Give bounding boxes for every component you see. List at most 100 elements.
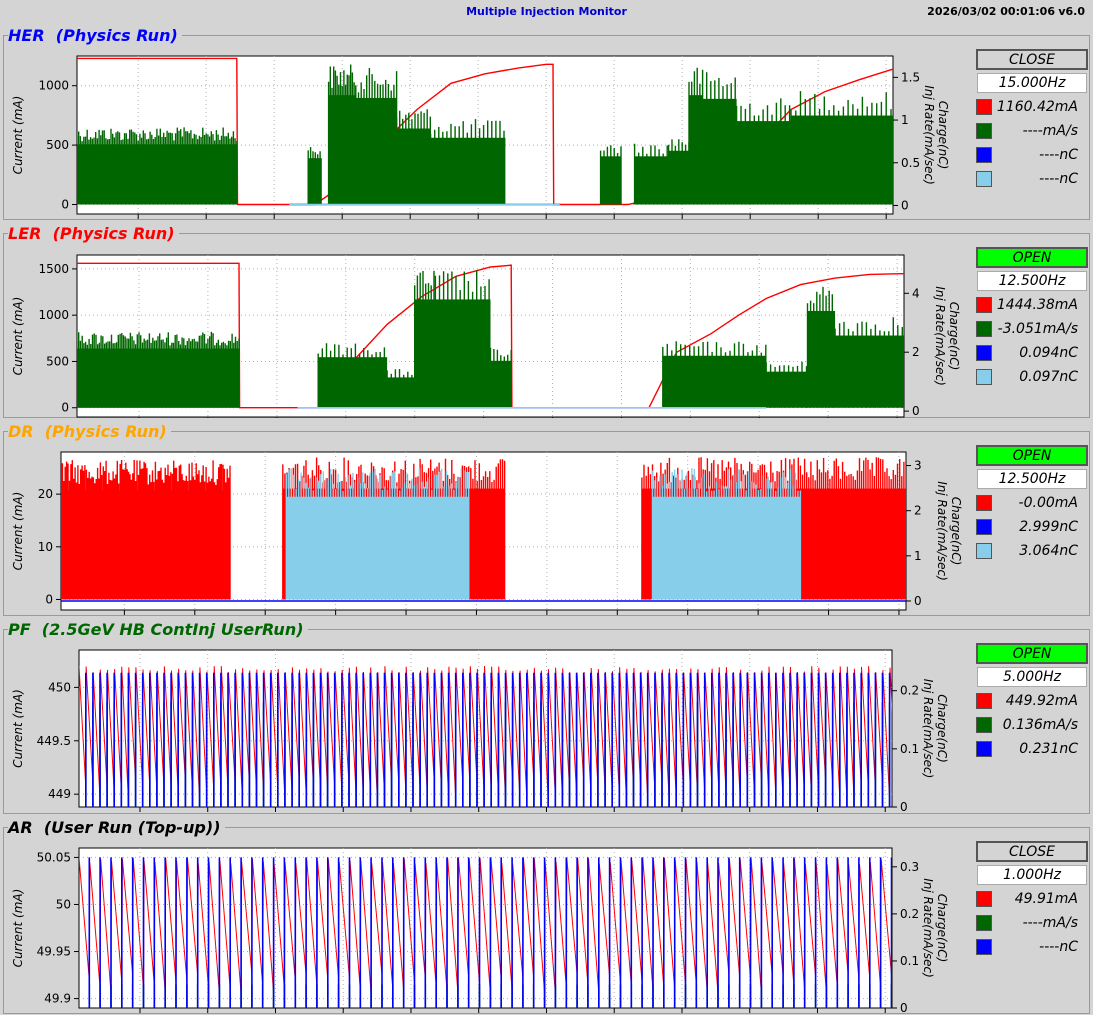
series-fill <box>652 496 801 600</box>
series-fill <box>430 137 506 205</box>
panel-title: AR (User Run (Top-up)) <box>8 817 221 837</box>
datetime-display: 2026/03/02 00:01:06 <box>927 5 1055 18</box>
status-toggle-button[interactable]: OPEN <box>976 643 1088 664</box>
legend-item: ----nC <box>974 937 1088 958</box>
legend-swatch <box>976 741 992 757</box>
legend-item: ----nC <box>974 145 1088 166</box>
panel-title-wrap: LER (Physics Run) <box>8 222 179 244</box>
y2-axis-title-line: Inj Rate(mA/sec) <box>935 481 949 581</box>
frequency-display: 12.500Hz <box>977 469 1087 489</box>
legend-item: 0.136mA/s <box>974 715 1088 736</box>
legend-value: 1160.42mA <box>996 99 1078 115</box>
legend-swatch <box>976 369 992 385</box>
y2-axis-title: Charge(nC)Inj Rate(mA/sec) <box>921 679 949 779</box>
legend-swatch <box>976 99 992 115</box>
legend-value: ----mA/s <box>1022 123 1078 139</box>
legend-item: 3.064nC <box>974 541 1088 562</box>
legend-item: 1160.42mA <box>974 97 1088 118</box>
panel-ler: LER (Physics Run) 22:20:0022:40:0023:00:0… <box>0 222 1093 418</box>
panel-title-wrap: AR (User Run (Top-up)) <box>8 816 225 838</box>
y2-axis-title-line: Charge(nC) <box>935 694 949 763</box>
legend-swatch <box>976 915 992 931</box>
series-spikes <box>85 672 891 807</box>
y2-axis-title-line: Inj Rate(mA/sec) <box>933 286 947 386</box>
y2-axis-title-line: Inj Rate(mA/sec) <box>922 85 936 185</box>
y-tick-label: 1000 <box>38 308 69 322</box>
series-fill <box>414 299 436 408</box>
title-rule <box>4 431 1089 432</box>
series-fill <box>286 496 470 600</box>
y2-tick-label: 0.5 <box>901 156 920 170</box>
series-fill <box>766 371 808 408</box>
legend-item: ----nC <box>974 169 1088 190</box>
series-fill <box>77 144 237 205</box>
legend-value: 0.094nC <box>1019 345 1078 361</box>
series-fill <box>396 128 431 205</box>
legend-value: 3.064nC <box>1019 543 1078 559</box>
legend-swatch <box>976 495 992 511</box>
chart-ler: 22:20:0022:40:0023:00:0023:20:0023:40:00… <box>11 254 961 418</box>
series-1 <box>77 64 893 205</box>
panel-title: PF (2.5GeV HB ContInj UserRun) <box>8 619 304 639</box>
series-fill <box>668 150 689 205</box>
legend-item: 49.91mA <box>974 889 1088 910</box>
top-bar: Multiple Injection Monitor 2026/03/02 00… <box>0 0 1093 24</box>
y2-tick-label: 0 <box>900 800 908 814</box>
status-toggle-button[interactable]: OPEN <box>976 445 1088 466</box>
legend-item: ----mA/s <box>974 913 1088 934</box>
status-toggle-button[interactable]: CLOSE <box>976 841 1088 862</box>
series-fill <box>634 156 669 205</box>
legend-item: 0.097nC <box>974 367 1088 388</box>
y-tick-label: 1500 <box>38 262 69 276</box>
series-fill <box>791 115 893 205</box>
series-fill <box>318 357 388 408</box>
panel-ar: AR (User Run (Top-up)) 22:20:0022:40:0023… <box>0 816 1093 1014</box>
series-fill <box>387 377 415 408</box>
legend-swatch <box>976 321 992 337</box>
y2-axis-title: Charge(nC)Inj Rate(mA/sec) <box>933 286 961 386</box>
panel-pf: PF (2.5GeV HB ContInj UserRun) 22:20:0022… <box>0 618 1093 814</box>
legend-swatch <box>976 891 992 907</box>
series-fill <box>662 355 767 408</box>
legend-swatch <box>976 297 992 313</box>
legend-value: -3.051mA/s <box>997 321 1078 337</box>
legend-value: ----nC <box>1039 147 1078 163</box>
y-tick-label: 49.9 <box>44 992 71 1006</box>
y2-tick-label: 3 <box>914 459 922 473</box>
legend-swatch <box>976 147 992 163</box>
y2-tick-label: 1 <box>901 113 909 127</box>
y-tick-label: 49.95 <box>37 945 71 959</box>
y-tick-label: 0 <box>61 401 69 415</box>
y-tick-label: 449 <box>48 787 71 801</box>
y2-tick-label: 2 <box>914 504 922 518</box>
y2-axis-title-line: Inj Rate(mA/sec) <box>921 679 935 779</box>
y2-tick-label: 1.5 <box>901 70 920 84</box>
status-toggle-button[interactable]: OPEN <box>976 247 1088 268</box>
y2-tick-label: 1 <box>914 549 922 563</box>
legend-item: -0.00mA <box>974 493 1088 514</box>
y2-tick-label: 0.2 <box>900 684 919 698</box>
series-2 <box>88 857 892 1008</box>
series-fill <box>77 348 239 408</box>
status-toggle-button[interactable]: CLOSE <box>976 49 1088 70</box>
y2-axis-title-line: Charge(nC) <box>949 497 963 566</box>
y-tick-label: 449.5 <box>37 734 71 748</box>
series-fill <box>328 95 356 205</box>
y-axis-title: Current (mA) <box>11 297 25 376</box>
y2-axis-title-line: Charge(nC) <box>935 894 949 963</box>
series-fill <box>61 490 230 600</box>
y-tick-label: 450 <box>48 680 71 694</box>
y-tick-label: 10 <box>38 540 53 554</box>
legend-item: ----mA/s <box>974 121 1088 142</box>
legend-value: ----nC <box>1039 939 1078 955</box>
legend-value: -0.00mA <box>1018 495 1078 511</box>
y2-axis-title-line: Charge(nC) <box>947 302 961 371</box>
series-fill <box>435 299 491 408</box>
legend-swatch <box>976 693 992 709</box>
panel-frame <box>3 35 1090 220</box>
legend-swatch <box>976 171 992 187</box>
series-layer <box>77 57 893 206</box>
panel-frame <box>3 827 1090 1014</box>
panel-title-wrap: DR (Physics Run) <box>8 420 171 442</box>
version-label: v6.0 <box>1058 5 1085 18</box>
